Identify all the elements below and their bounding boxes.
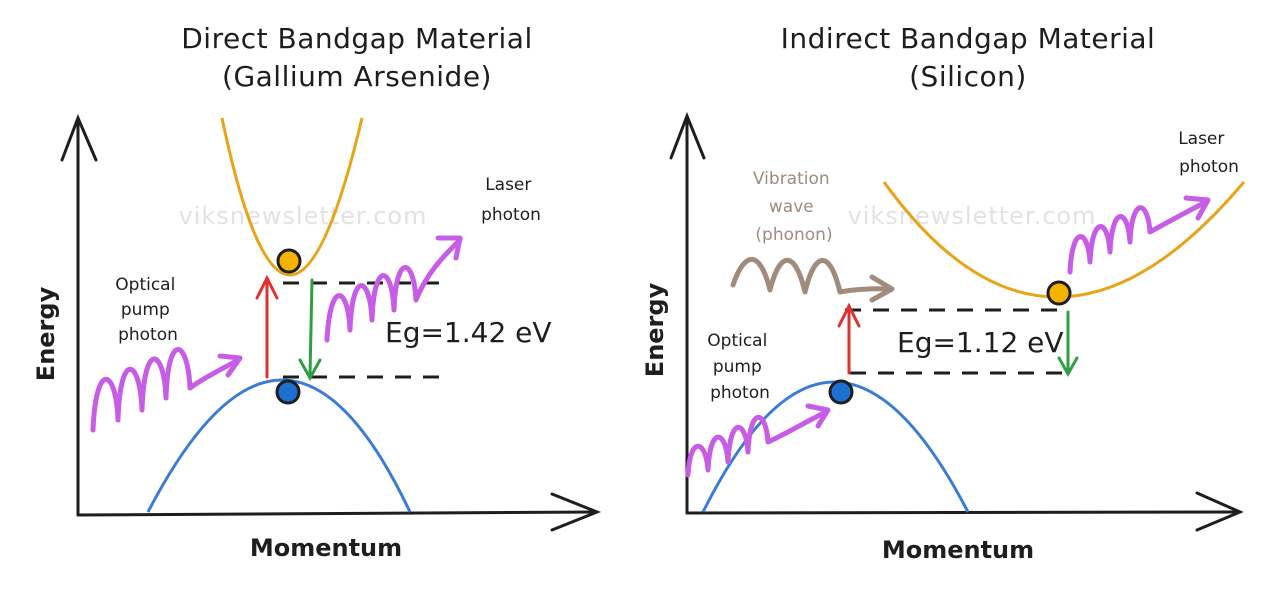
right-x-axis-label: Momentum	[882, 536, 1034, 564]
left-valence-band	[146, 378, 412, 513]
right-x-axis-arrowhead	[1195, 491, 1244, 532]
right-phonon-label: Vibration wave (phonon)	[753, 169, 835, 245]
left-x-axis	[76, 510, 598, 517]
right-laser-photon-wave	[1067, 195, 1211, 275]
left-conduction-band	[220, 117, 364, 277]
left-y-axis-label: Energy	[32, 286, 60, 381]
right-phonon-label-line3: (phonon)	[755, 225, 832, 245]
right-title-line2: (Silicon)	[909, 60, 1027, 93]
left-laser-label: Laser photon	[481, 175, 541, 225]
right-pump-photon-wave	[685, 403, 831, 478]
right-electron	[1046, 280, 1072, 306]
right-phonon-label-line1: Vibration	[753, 169, 830, 189]
right-emission-arrow	[1057, 310, 1079, 378]
right-laser-label-line2: photon	[1179, 157, 1239, 177]
right-pump-label-line1: Optical	[707, 331, 767, 351]
left-emission-arrow	[298, 278, 322, 382]
left-title-line2: (Gallium Arsenide)	[222, 60, 492, 93]
left-y-axis-arrowhead	[60, 114, 98, 162]
right-watermark: viksnewsletter.com	[848, 202, 1097, 230]
left-laser-photon-wave	[324, 235, 463, 343]
right-absorption-arrow	[837, 302, 861, 375]
left-watermark: viksnewsletter.com	[179, 202, 428, 230]
right-y-axis-arrowhead	[669, 111, 706, 160]
left-pump-label-line2: pump	[121, 300, 170, 320]
right-pump-label: Optical pump photon	[707, 331, 772, 403]
right-pump-label-line2: pump	[713, 357, 762, 377]
left-laser-label-line1: Laser	[485, 175, 531, 195]
left-hole	[275, 379, 301, 405]
left-electron	[276, 248, 302, 274]
left-title-line1: Direct Bandgap Material	[181, 22, 532, 55]
right-title-line1: Indirect Bandgap Material	[781, 22, 1156, 55]
left-pump-label: Optical pump photon	[115, 275, 180, 345]
left-x-axis-label: Momentum	[250, 534, 402, 562]
right-y-axis-label: Energy	[641, 282, 669, 377]
right-pump-label-line3: photon	[710, 383, 770, 403]
right-bandgap-label: Eg=1.12 eV	[897, 326, 1064, 359]
indirect-bandgap-panel: Indirect Bandgap Material (Silicon) viks…	[641, 22, 1246, 564]
right-axes	[669, 111, 1244, 532]
right-x-axis	[685, 510, 1242, 515]
direct-bandgap-panel: Direct Bandgap Material (Gallium Arsenid…	[32, 22, 602, 562]
left-absorption-arrow	[255, 274, 279, 379]
left-bandgap-label: Eg=1.42 eV	[385, 316, 552, 349]
left-x-axis-arrowhead	[550, 492, 602, 532]
right-laser-label: Laser photon	[1178, 129, 1239, 177]
left-pump-label-line1: Optical	[115, 275, 175, 295]
left-axes	[60, 114, 602, 532]
right-phonon-label-line2: wave	[769, 197, 814, 217]
right-hole	[828, 379, 854, 405]
right-phonon-wave	[730, 256, 895, 303]
left-laser-label-line2: photon	[481, 205, 541, 225]
left-pump-photon-wave	[90, 347, 243, 433]
left-pump-label-line3: photon	[118, 325, 178, 345]
right-laser-label-line1: Laser	[1178, 129, 1224, 149]
